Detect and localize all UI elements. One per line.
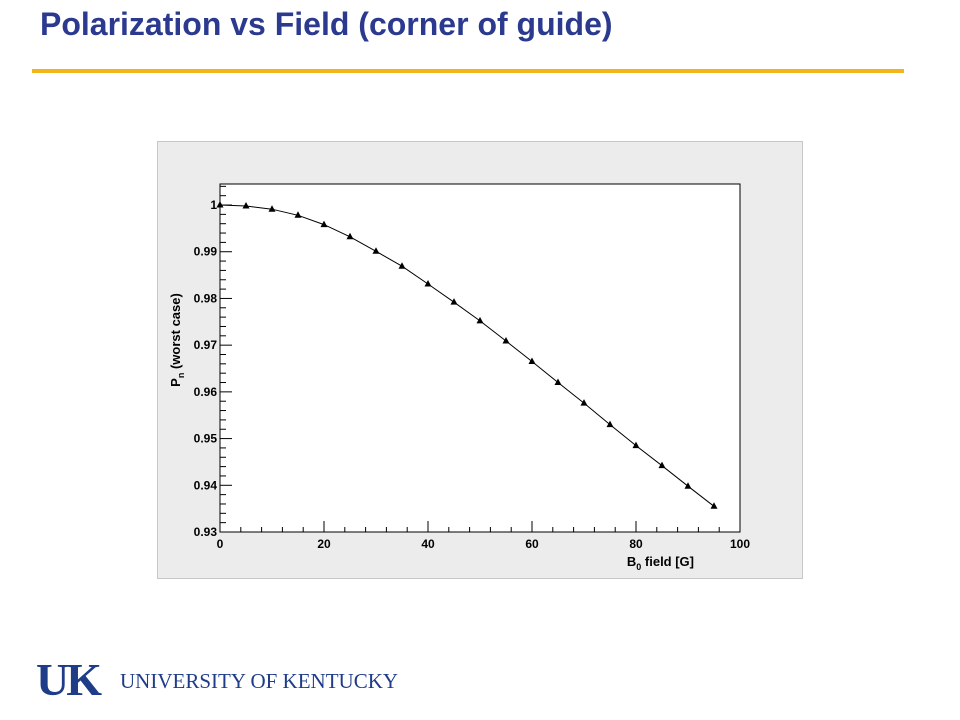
series-line [219, 204, 715, 507]
data-point [684, 482, 692, 489]
university-logo: UK UNIVERSITY OF KENTUCKY [36, 654, 398, 705]
y-tick-label: 0.97 [194, 338, 218, 352]
x-axis-title: B0 field [G] [627, 554, 694, 572]
y-axis-tick-labels: 0.93 0.94 0.95 0.96 0.97 0.98 0.99 1 [194, 198, 218, 539]
x-tick-label: 80 [629, 537, 643, 551]
polarization-chart: 0 20 40 60 80 100 0.930.940.950.960.970.980.9… [168, 183, 751, 572]
y-tick-label: 0.95 [194, 432, 218, 446]
data-point [398, 262, 406, 269]
slide-title: Polarization vs Field (corner of guide) [40, 6, 613, 42]
y-tick-label: 0.99 [194, 245, 218, 259]
y-tick-label: 0.96 [194, 385, 218, 399]
x-axis-ticks [219, 521, 741, 532]
data-point [502, 336, 510, 344]
data-point [632, 441, 640, 449]
plot-area [219, 183, 741, 533]
university-name: UNIVERSITY OF KENTUCKY [120, 669, 399, 693]
chart-frame: 0 20 40 60 80 100 0.93 0.94 0.95 0.96 0.97 0.98 0.9… [157, 141, 803, 579]
x-axis-tick-labels: 0 20 40 60 80 100 [217, 537, 751, 551]
x-tick-label: 100 [730, 537, 750, 551]
data-point [372, 247, 380, 254]
data-point [346, 232, 354, 240]
y-tick-label: 0.94 [194, 478, 218, 492]
data-point [476, 316, 484, 324]
data-point [294, 211, 302, 218]
data-point [710, 502, 718, 509]
data-point [216, 201, 224, 208]
uk-logo-mark: UK [36, 654, 102, 705]
data-point [242, 201, 250, 209]
data-point [268, 205, 276, 212]
x-tick-label: 40 [421, 537, 435, 551]
x-tick-label: 0 [217, 537, 224, 551]
x-tick-label: 20 [317, 537, 331, 551]
data-point [606, 420, 614, 428]
data-point [658, 461, 666, 469]
x-tick-label: 60 [525, 537, 539, 551]
y-tick-label: 0.93 [194, 525, 218, 539]
data-point [424, 279, 432, 287]
data-point [554, 378, 562, 386]
y-tick-label: 0.98 [194, 291, 218, 305]
data-markers [216, 201, 718, 509]
data-point [528, 357, 536, 365]
y-axis-ticks [220, 185, 232, 533]
data-point [450, 298, 458, 305]
y-tick-label: 1 [210, 198, 217, 212]
title-underline [32, 69, 904, 73]
data-point [580, 399, 588, 406]
data-point [320, 220, 328, 228]
y-axis-title: Pn (worst case) [168, 293, 186, 387]
